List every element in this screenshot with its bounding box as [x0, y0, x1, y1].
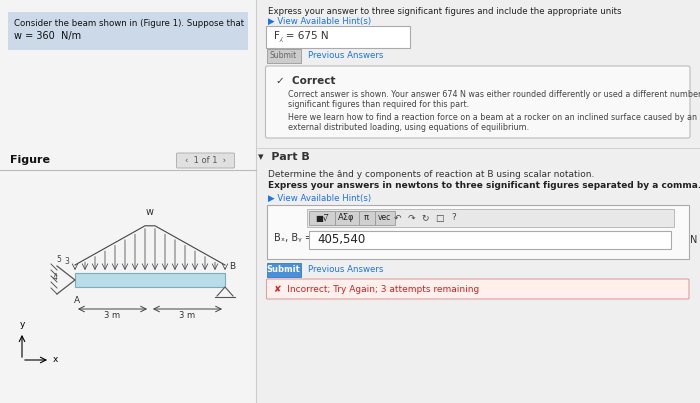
Text: ✓  Correct: ✓ Correct: [276, 76, 335, 86]
Text: ▾  Part B: ▾ Part B: [258, 152, 309, 162]
Text: B: B: [229, 262, 235, 271]
Text: Here we learn how to find a reaction force on a beam at a rocker on an inclined : Here we learn how to find a reaction for…: [288, 113, 696, 122]
FancyBboxPatch shape: [358, 211, 375, 225]
FancyBboxPatch shape: [309, 231, 671, 249]
Text: y: y: [20, 320, 25, 329]
FancyBboxPatch shape: [307, 209, 674, 227]
Text: ‹  1 of 1  ›: ‹ 1 of 1 ›: [185, 156, 226, 165]
Text: ■√̅: ■√̅: [315, 214, 328, 222]
FancyBboxPatch shape: [267, 263, 300, 277]
Text: Submit: Submit: [267, 266, 300, 274]
Text: 405,540: 405,540: [318, 233, 365, 247]
Text: 4: 4: [52, 273, 57, 282]
FancyBboxPatch shape: [267, 279, 689, 299]
Text: ↶: ↶: [393, 214, 401, 222]
Text: Bₓ, Bᵧ =: Bₓ, Bᵧ =: [274, 233, 312, 243]
Text: Submit: Submit: [270, 52, 297, 60]
Text: w = 360  N/m: w = 360 N/m: [14, 31, 81, 41]
Bar: [75, 273, 225, 287]
Text: □: □: [435, 214, 444, 222]
Text: vec: vec: [378, 214, 391, 222]
Text: Determine the ând y components of reaction at B using scalar notation.: Determine the ând y components of reacti…: [267, 170, 594, 179]
Text: x: x: [53, 355, 58, 364]
Text: ▶ View Available Hint(s): ▶ View Available Hint(s): [267, 17, 370, 26]
FancyBboxPatch shape: [267, 205, 689, 259]
Text: ?: ?: [451, 214, 456, 222]
Text: ↷: ↷: [407, 214, 415, 222]
Text: Correct answer is shown. Your answer 674 N was either rounded differently or use: Correct answer is shown. Your answer 674…: [288, 90, 700, 99]
Text: w: w: [146, 207, 154, 217]
FancyBboxPatch shape: [176, 153, 235, 168]
Text: Express your answer to three significant figures and include the appropriate uni: Express your answer to three significant…: [267, 7, 621, 16]
Text: Previous Answers: Previous Answers: [307, 266, 383, 274]
FancyBboxPatch shape: [374, 211, 395, 225]
FancyBboxPatch shape: [8, 12, 248, 50]
Text: 5: 5: [56, 255, 61, 264]
Text: Consider the beam shown in (Figure 1). Suppose that: Consider the beam shown in (Figure 1). S…: [14, 19, 244, 28]
Text: ▶ View Available Hint(s): ▶ View Available Hint(s): [267, 194, 370, 203]
Bar: [256, 0, 700, 403]
Bar: [0, 0, 256, 403]
Text: 3 m: 3 m: [179, 311, 195, 320]
Text: significant figures than required for this part.: significant figures than required for th…: [288, 100, 468, 109]
Text: AΣφ: AΣφ: [338, 214, 355, 222]
Text: 3: 3: [64, 257, 69, 266]
Text: Figure: Figure: [10, 155, 50, 165]
Text: ↻: ↻: [421, 214, 429, 222]
FancyBboxPatch shape: [265, 26, 410, 48]
FancyBboxPatch shape: [265, 66, 690, 138]
Text: Express your answers in newtons to three significant figures separated by a comm: Express your answers in newtons to three…: [267, 181, 700, 190]
Text: N: N: [690, 235, 697, 245]
Text: A: A: [74, 296, 80, 305]
FancyBboxPatch shape: [267, 49, 300, 63]
Text: F⁁ = 675 N: F⁁ = 675 N: [274, 31, 328, 42]
Text: π: π: [364, 214, 369, 222]
Text: external distributed loading, using equations of equilibrium.: external distributed loading, using equa…: [288, 123, 528, 132]
Text: 3 m: 3 m: [104, 311, 120, 320]
Text: ✘  Incorrect; Try Again; 3 attempts remaining: ✘ Incorrect; Try Again; 3 attempts remai…: [274, 285, 479, 293]
Text: Previous Answers: Previous Answers: [307, 52, 383, 60]
FancyBboxPatch shape: [335, 211, 358, 225]
FancyBboxPatch shape: [309, 211, 335, 225]
